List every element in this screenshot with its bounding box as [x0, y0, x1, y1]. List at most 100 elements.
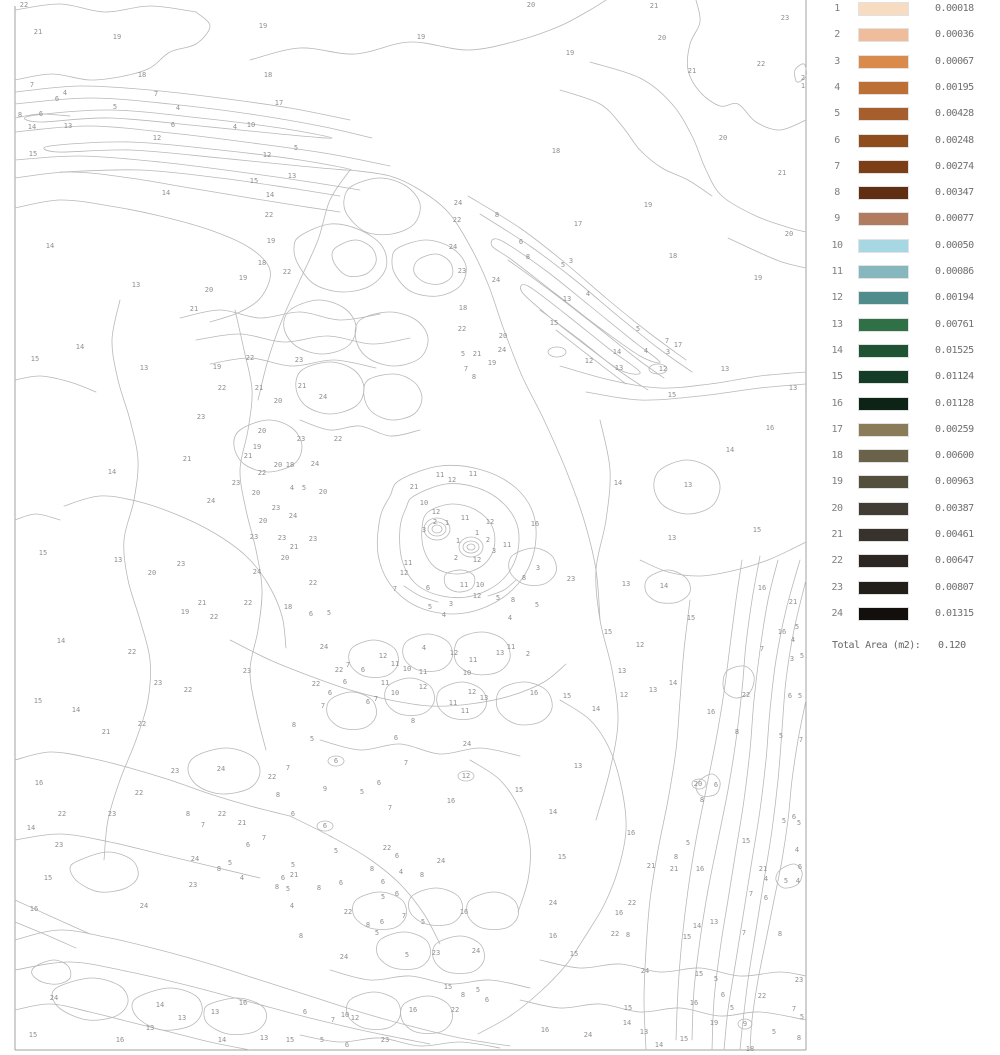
- contour-ring: [431, 524, 443, 534]
- region-number: 23: [108, 810, 116, 818]
- region-number: 15: [31, 355, 39, 363]
- region-number: 11: [469, 470, 477, 478]
- region-number: 18: [264, 71, 272, 79]
- region-number: 19: [113, 33, 121, 41]
- legend-row: 2 0.00036: [825, 28, 1000, 43]
- region-number: 14: [162, 189, 170, 197]
- contour-line: [749, 699, 807, 1051]
- region-number: 7: [393, 585, 397, 593]
- region-number: 15: [39, 549, 47, 557]
- region-number: 20: [527, 1, 535, 9]
- region-number: 4: [176, 104, 180, 112]
- region-number: 22: [628, 899, 636, 907]
- contour-line: [399, 483, 520, 599]
- region-number: 12: [450, 649, 458, 657]
- region-number: 22: [309, 579, 317, 587]
- region-number: 13: [649, 686, 657, 694]
- region-number: 1: [475, 529, 479, 537]
- region-number: 23: [232, 479, 240, 487]
- region-number: 11: [381, 679, 389, 687]
- contour-line: [179, 309, 381, 321]
- region-number: 21: [183, 455, 191, 463]
- region-number: 3: [536, 564, 540, 572]
- region-number: 20: [719, 134, 727, 142]
- region-number: 13: [622, 580, 630, 588]
- region-number: 13: [640, 1028, 648, 1036]
- region-number: 13: [684, 481, 692, 489]
- region-number: 7: [760, 645, 764, 653]
- region-number: 19: [754, 274, 762, 282]
- region-number: 10: [420, 499, 428, 507]
- region-number: 12: [473, 556, 481, 564]
- region-number: 8: [217, 865, 221, 873]
- region-number: 22: [383, 844, 391, 852]
- legend-row: 13 0.00761: [825, 317, 1000, 332]
- legend-area-value: 0.00248: [935, 134, 974, 146]
- color-swatch: [858, 291, 909, 306]
- region-number: 5: [535, 601, 539, 609]
- contour-line: [490, 238, 661, 364]
- contour-line: [14, 3, 197, 13]
- legend-index: 14: [831, 344, 843, 356]
- region-number: 8: [366, 921, 370, 929]
- region-number: 3: [569, 257, 573, 265]
- region-number: 23: [197, 413, 205, 421]
- region-number: 2: [526, 650, 530, 658]
- region-number: 13: [480, 694, 488, 702]
- color-swatch: [858, 554, 909, 569]
- contour-line: [352, 891, 407, 930]
- region-number: 6: [343, 678, 347, 686]
- contour-line: [539, 959, 807, 977]
- contour-line: [329, 969, 531, 989]
- color-swatch: [858, 54, 909, 69]
- region-number: 8: [495, 211, 499, 219]
- region-number: 21: [298, 382, 306, 390]
- legend-index: 2: [834, 29, 840, 41]
- region-number: 23: [795, 976, 803, 984]
- region-number: 20: [205, 286, 213, 294]
- contour-line: [595, 419, 619, 821]
- legend-row: 22 0.00647: [825, 554, 1000, 569]
- contour-line: [14, 125, 391, 167]
- contour-line: [103, 299, 151, 861]
- region-number: 8: [370, 865, 374, 873]
- region-number: 15: [286, 1036, 294, 1044]
- region-number: 21: [650, 2, 658, 10]
- contour-line: [589, 61, 807, 233]
- region-number: 5: [421, 918, 425, 926]
- region-number: 6: [246, 841, 250, 849]
- contour-line: [195, 333, 411, 345]
- legend-area-value: 0.00387: [935, 502, 974, 514]
- legend-area-value: 0.00259: [935, 423, 974, 435]
- region-number: 13: [132, 281, 140, 289]
- legend-index: 23: [831, 581, 843, 593]
- color-swatch: [858, 422, 909, 437]
- region-number: 11: [460, 581, 468, 589]
- region-number: 22: [312, 680, 320, 688]
- legend-index: 19: [831, 476, 843, 488]
- region-number: 23: [567, 575, 575, 583]
- contour-line: [400, 995, 453, 1034]
- region-number: 16: [409, 1006, 417, 1014]
- region-number: 11: [469, 656, 477, 664]
- region-number: 5: [784, 877, 788, 885]
- legend-row: 21 0.00461: [825, 528, 1000, 542]
- contour-line: [14, 833, 261, 879]
- region-number: 22: [758, 992, 766, 1000]
- region-number: 17: [275, 99, 283, 107]
- region-number: 19: [267, 237, 275, 245]
- region-number: 22: [20, 1, 28, 9]
- region-number: 13: [710, 918, 718, 926]
- region-number: 3: [492, 547, 496, 555]
- region-number: 6: [798, 863, 802, 871]
- region-number: 21: [198, 599, 206, 607]
- region-number: 15: [29, 150, 37, 158]
- region-number: 24: [320, 643, 328, 651]
- color-swatch: [858, 212, 909, 227]
- region-number: 13: [64, 122, 72, 130]
- region-number: 24: [472, 947, 480, 955]
- legend-area-value: 0.00461: [935, 529, 974, 540]
- region-number: 19: [259, 22, 267, 30]
- region-number: 16: [447, 797, 455, 805]
- region-number: 24: [50, 994, 58, 1002]
